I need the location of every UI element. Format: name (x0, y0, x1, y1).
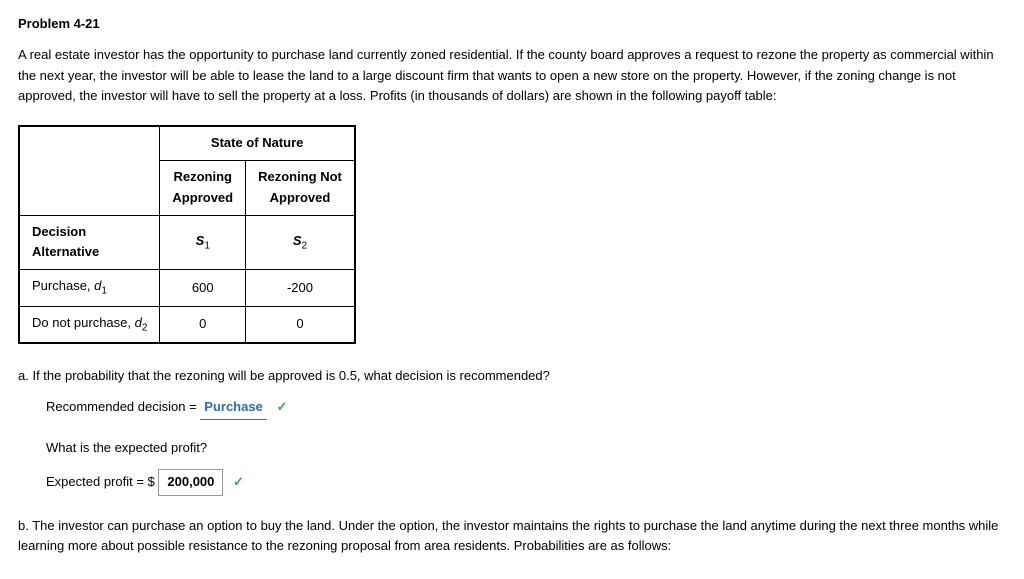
decision-alt-header: DecisionAlternative (19, 215, 160, 270)
state-of-nature-header: State of Nature (160, 126, 355, 160)
col1-header: RezoningApproved (160, 160, 246, 215)
table-row: Do not purchase, d2 0 0 (19, 306, 355, 343)
expected-profit-line: Expected profit = $ 200,000 ✓ (46, 469, 1006, 496)
recommended-answer[interactable]: Purchase (200, 397, 267, 420)
check-icon: ✓ (276, 399, 287, 414)
part-a-question: a. If the probability that the rezoning … (18, 366, 1006, 387)
s1-cell: S1 (160, 215, 246, 270)
col2-header: Rezoning NotApproved (246, 160, 355, 215)
expected-profit-input[interactable]: 200,000 (158, 469, 223, 496)
s2-cell: S2 (246, 215, 355, 270)
check-icon: ✓ (233, 474, 244, 489)
table-row: Purchase, d1 600 -200 (19, 270, 355, 307)
problem-paragraph: A real estate investor has the opportuni… (18, 45, 1006, 107)
payoff-table: State of Nature RezoningApproved Rezonin… (18, 125, 356, 344)
part-b-text: b. The investor can purchase an option t… (18, 516, 1006, 558)
expected-profit-question: What is the expected profit? (46, 438, 1006, 459)
recommended-line: Recommended decision = Purchase ✓ (46, 397, 1006, 420)
problem-title: Problem 4-21 (18, 14, 1006, 35)
